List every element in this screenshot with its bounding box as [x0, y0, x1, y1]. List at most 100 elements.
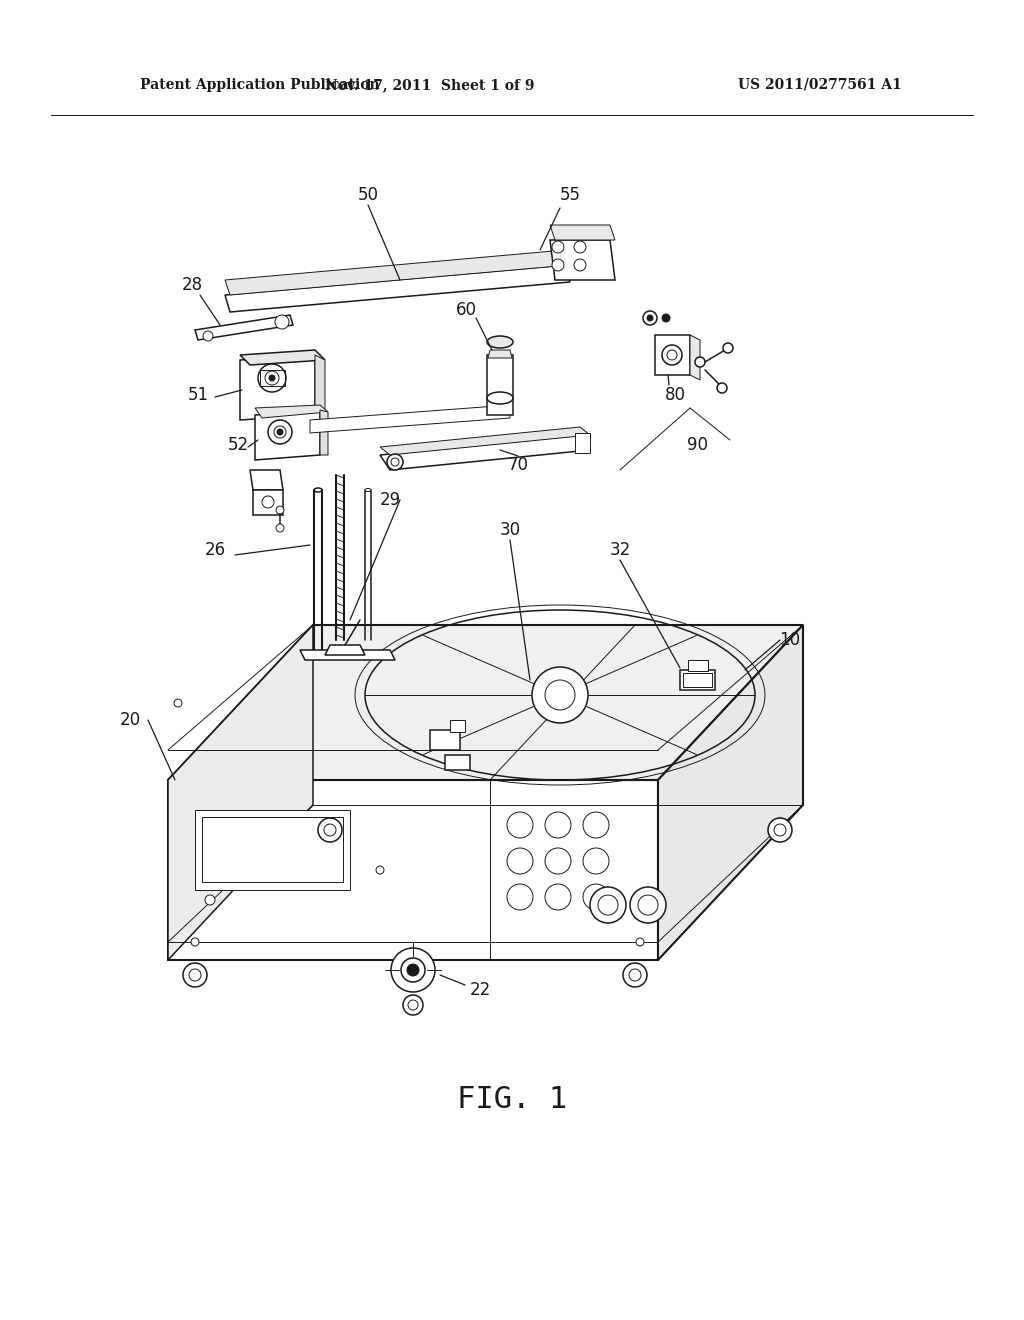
Text: 26: 26	[205, 541, 225, 558]
Circle shape	[768, 818, 792, 842]
Circle shape	[590, 887, 626, 923]
Polygon shape	[690, 335, 700, 380]
Circle shape	[636, 939, 644, 946]
Circle shape	[265, 371, 279, 385]
Polygon shape	[575, 433, 590, 453]
Polygon shape	[168, 624, 313, 960]
Polygon shape	[225, 265, 570, 312]
Ellipse shape	[487, 392, 513, 404]
Circle shape	[262, 496, 274, 508]
Text: Patent Application Publication: Patent Application Publication	[140, 78, 380, 92]
Text: US 2011/0277561 A1: US 2011/0277561 A1	[738, 78, 902, 92]
Text: 32: 32	[609, 541, 631, 558]
Text: 51: 51	[187, 385, 209, 404]
Circle shape	[391, 948, 435, 993]
Text: 90: 90	[687, 436, 709, 454]
Circle shape	[203, 331, 213, 341]
Circle shape	[583, 812, 609, 838]
Circle shape	[545, 884, 571, 909]
Polygon shape	[550, 240, 615, 280]
Circle shape	[507, 812, 534, 838]
Polygon shape	[655, 335, 690, 375]
Circle shape	[552, 259, 564, 271]
Polygon shape	[488, 350, 512, 358]
Polygon shape	[225, 249, 570, 294]
Circle shape	[318, 818, 342, 842]
Circle shape	[183, 964, 207, 987]
Ellipse shape	[365, 488, 371, 491]
Circle shape	[376, 866, 384, 874]
Polygon shape	[487, 355, 513, 414]
Polygon shape	[195, 810, 350, 890]
Circle shape	[774, 824, 786, 836]
Circle shape	[391, 458, 399, 466]
Text: 55: 55	[559, 186, 581, 205]
Circle shape	[408, 1001, 418, 1010]
Polygon shape	[202, 817, 343, 882]
Text: 30: 30	[500, 521, 520, 539]
Polygon shape	[550, 224, 615, 240]
Text: FIG. 1: FIG. 1	[457, 1085, 567, 1114]
Circle shape	[638, 895, 658, 915]
Polygon shape	[253, 490, 283, 515]
Circle shape	[269, 375, 275, 381]
Circle shape	[407, 964, 419, 975]
Circle shape	[723, 343, 733, 352]
Polygon shape	[683, 673, 712, 686]
Circle shape	[574, 259, 586, 271]
Ellipse shape	[314, 488, 322, 492]
Polygon shape	[315, 355, 325, 420]
Polygon shape	[300, 649, 395, 660]
Circle shape	[545, 680, 575, 710]
Text: 60: 60	[456, 301, 476, 319]
Ellipse shape	[487, 337, 513, 348]
Polygon shape	[195, 315, 293, 341]
Circle shape	[667, 350, 677, 360]
Text: 28: 28	[181, 276, 203, 294]
Circle shape	[507, 884, 534, 909]
Text: 52: 52	[227, 436, 249, 454]
Circle shape	[629, 969, 641, 981]
Circle shape	[278, 429, 283, 436]
Circle shape	[630, 887, 666, 923]
Polygon shape	[380, 436, 590, 470]
Text: Nov. 17, 2011  Sheet 1 of 9: Nov. 17, 2011 Sheet 1 of 9	[326, 78, 535, 92]
Circle shape	[275, 315, 289, 329]
Circle shape	[324, 824, 336, 836]
Circle shape	[403, 995, 423, 1015]
Circle shape	[274, 426, 286, 438]
Polygon shape	[380, 426, 590, 455]
Text: 10: 10	[779, 631, 801, 649]
Polygon shape	[680, 671, 715, 690]
Polygon shape	[450, 719, 465, 733]
Polygon shape	[688, 660, 708, 671]
Polygon shape	[240, 350, 325, 366]
Polygon shape	[319, 411, 328, 455]
Circle shape	[507, 847, 534, 874]
Circle shape	[695, 356, 705, 367]
Text: 50: 50	[357, 186, 379, 205]
Circle shape	[598, 895, 618, 915]
Circle shape	[268, 420, 292, 444]
Text: 29: 29	[380, 491, 400, 510]
Text: 70: 70	[508, 455, 528, 474]
Circle shape	[643, 312, 657, 325]
Polygon shape	[325, 645, 365, 655]
Text: 22: 22	[469, 981, 490, 999]
Polygon shape	[250, 470, 283, 490]
Circle shape	[647, 315, 653, 321]
Polygon shape	[168, 780, 658, 960]
Circle shape	[276, 506, 284, 513]
Circle shape	[258, 364, 286, 392]
Text: 20: 20	[120, 711, 140, 729]
Polygon shape	[255, 411, 319, 459]
Circle shape	[191, 939, 199, 946]
Polygon shape	[255, 405, 328, 418]
Circle shape	[545, 847, 571, 874]
Polygon shape	[430, 730, 460, 750]
Text: 80: 80	[665, 385, 685, 404]
Circle shape	[583, 884, 609, 909]
Circle shape	[662, 345, 682, 366]
Circle shape	[205, 895, 215, 906]
Circle shape	[545, 812, 571, 838]
